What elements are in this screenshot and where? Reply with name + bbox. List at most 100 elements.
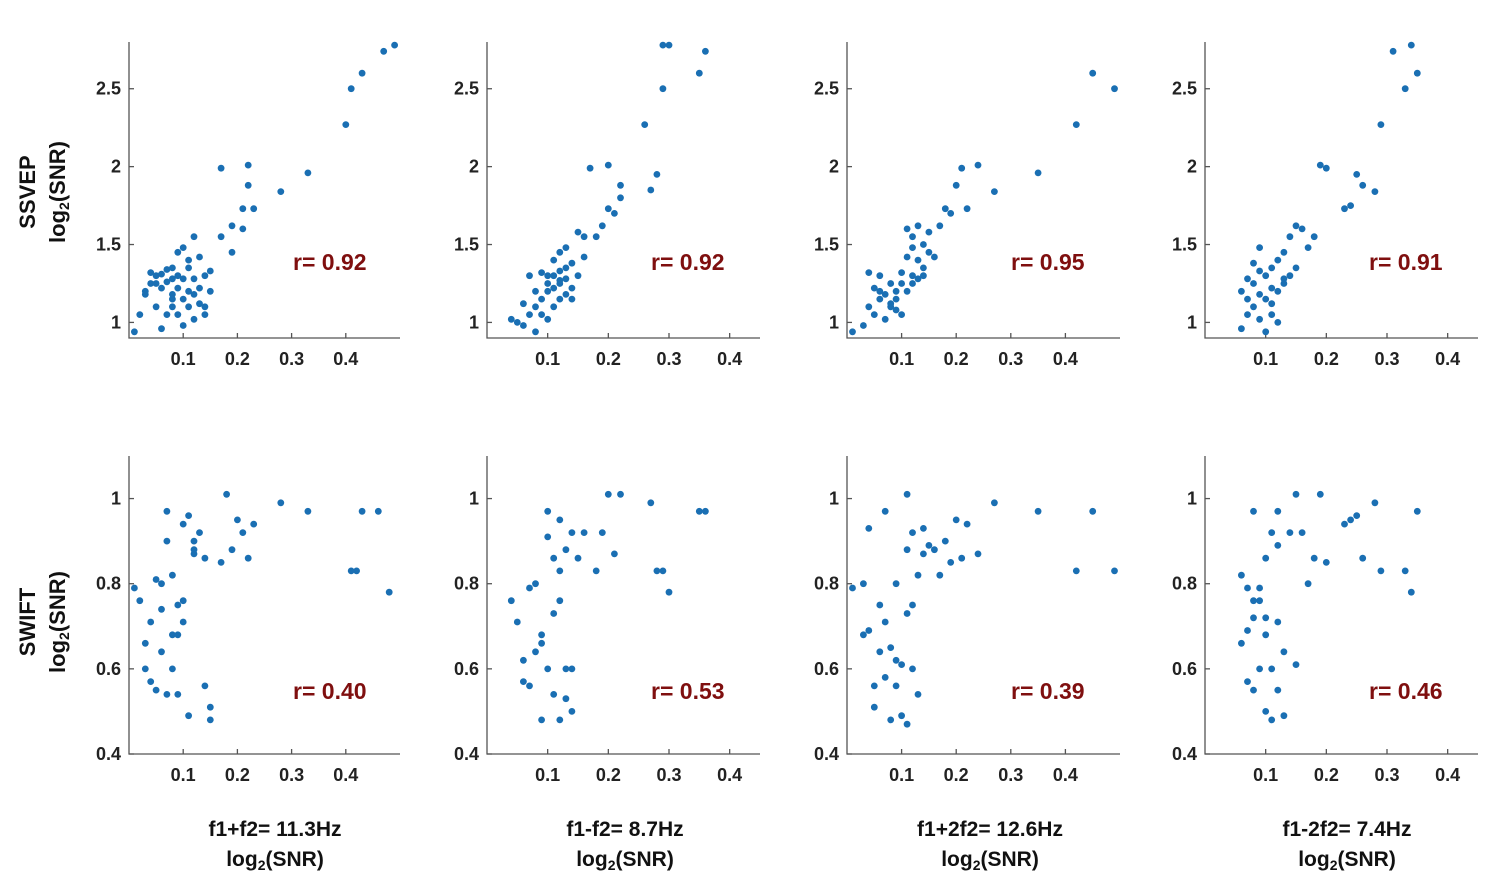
data-point — [1244, 584, 1251, 592]
data-point — [1310, 554, 1318, 562]
data-point — [865, 627, 873, 634]
data-point — [653, 567, 661, 575]
y-tick-label: 1.5 — [454, 235, 479, 255]
data-point — [544, 287, 552, 295]
data-point — [141, 639, 149, 647]
data-point — [909, 272, 916, 280]
row-axis-label-ssvep: log2(SNR) — [45, 141, 72, 243]
y-tick-label: 1 — [1187, 312, 1197, 332]
data-point — [598, 529, 606, 536]
data-point — [158, 580, 165, 588]
data-point — [556, 248, 564, 256]
data-point — [1089, 69, 1097, 77]
data-point — [174, 284, 182, 292]
data-point — [892, 682, 900, 690]
data-point — [342, 121, 350, 128]
column-title-3: f1+2f2= 12.6Hz — [917, 818, 1063, 841]
data-point — [1371, 188, 1379, 196]
correlation-label: r= 0.39 — [1011, 678, 1085, 704]
data-point — [385, 588, 393, 596]
data-point — [179, 295, 187, 303]
x-tick-label: 0.1 — [889, 349, 914, 369]
data-point — [380, 47, 388, 55]
column-label-3: f1+2f2= 12.6Hz log2(SNR) — [860, 815, 1120, 875]
data-point — [903, 610, 911, 617]
data-point — [152, 272, 160, 280]
data-point — [239, 529, 247, 536]
data-point — [358, 507, 366, 515]
data-point — [556, 295, 564, 303]
data-point — [936, 222, 944, 230]
data-point — [538, 295, 545, 303]
data-point — [611, 550, 618, 558]
data-point — [947, 559, 955, 566]
correlation-label: r= 0.46 — [1369, 678, 1443, 704]
data-point — [550, 554, 558, 562]
data-point — [532, 580, 539, 588]
data-point — [870, 284, 878, 292]
x-tick-label: 0.4 — [717, 765, 742, 785]
x-tick-label: 0.1 — [171, 765, 196, 785]
data-point — [550, 256, 558, 264]
data-point — [1274, 507, 1282, 515]
data-point — [909, 280, 916, 287]
data-point — [604, 205, 612, 213]
scatter-panel-1: 0.1 0.2 0.3 0.4 1 1.5 2 2.5 r= 0.92 — [96, 41, 400, 369]
column-label-2: f1-f2= 8.7Hz log2(SNR) — [495, 815, 755, 875]
data-point — [1413, 69, 1421, 77]
x-tick-label: 0.1 — [1253, 349, 1278, 369]
axis-lines — [846, 456, 1120, 755]
data-point — [147, 678, 155, 685]
data-point — [206, 287, 214, 295]
data-point — [865, 525, 873, 532]
data-point — [550, 303, 558, 311]
data-point — [1262, 272, 1270, 280]
data-point — [1034, 507, 1042, 515]
data-point — [1280, 248, 1288, 256]
data-point — [526, 584, 533, 592]
data-point — [887, 644, 895, 651]
data-point — [158, 648, 165, 656]
correlation-label: r= 0.91 — [1369, 249, 1443, 275]
data-point — [898, 311, 905, 318]
data-point — [532, 648, 539, 656]
x-tick-label: 0.4 — [333, 765, 358, 785]
y-tick-label: 1 — [829, 489, 839, 509]
data-point — [568, 284, 576, 292]
row-title-ssvep: SSVEP — [15, 155, 40, 229]
data-point — [179, 322, 187, 329]
x-tick-label: 0.4 — [717, 349, 742, 369]
data-point — [223, 490, 231, 498]
data-point — [277, 188, 285, 196]
data-point — [1407, 588, 1415, 596]
data-point — [1250, 614, 1257, 622]
data-point — [550, 272, 558, 280]
data-point — [860, 580, 867, 588]
data-point — [1268, 300, 1276, 308]
data-point — [1250, 507, 1257, 515]
data-point — [604, 490, 612, 498]
data-point — [876, 648, 884, 656]
x-tick-label: 0.1 — [171, 349, 196, 369]
data-point — [898, 269, 905, 276]
data-point — [958, 164, 966, 172]
data-point — [147, 280, 155, 287]
y-tick-label: 1 — [469, 489, 479, 509]
data-point — [914, 222, 922, 230]
data-point — [152, 280, 160, 287]
data-point — [544, 272, 552, 280]
data-point — [544, 533, 552, 541]
data-point — [909, 665, 916, 673]
data-point — [196, 253, 203, 261]
data-point — [914, 256, 922, 264]
data-point — [963, 205, 971, 213]
column-axis-label-3: log2(SNR) — [941, 848, 1039, 873]
data-point — [201, 311, 209, 318]
data-point — [174, 691, 182, 698]
data-point — [190, 233, 198, 241]
data-point — [562, 291, 570, 298]
data-point — [1244, 275, 1251, 283]
data-point — [604, 161, 612, 169]
data-point — [141, 665, 149, 673]
data-point — [239, 205, 247, 213]
